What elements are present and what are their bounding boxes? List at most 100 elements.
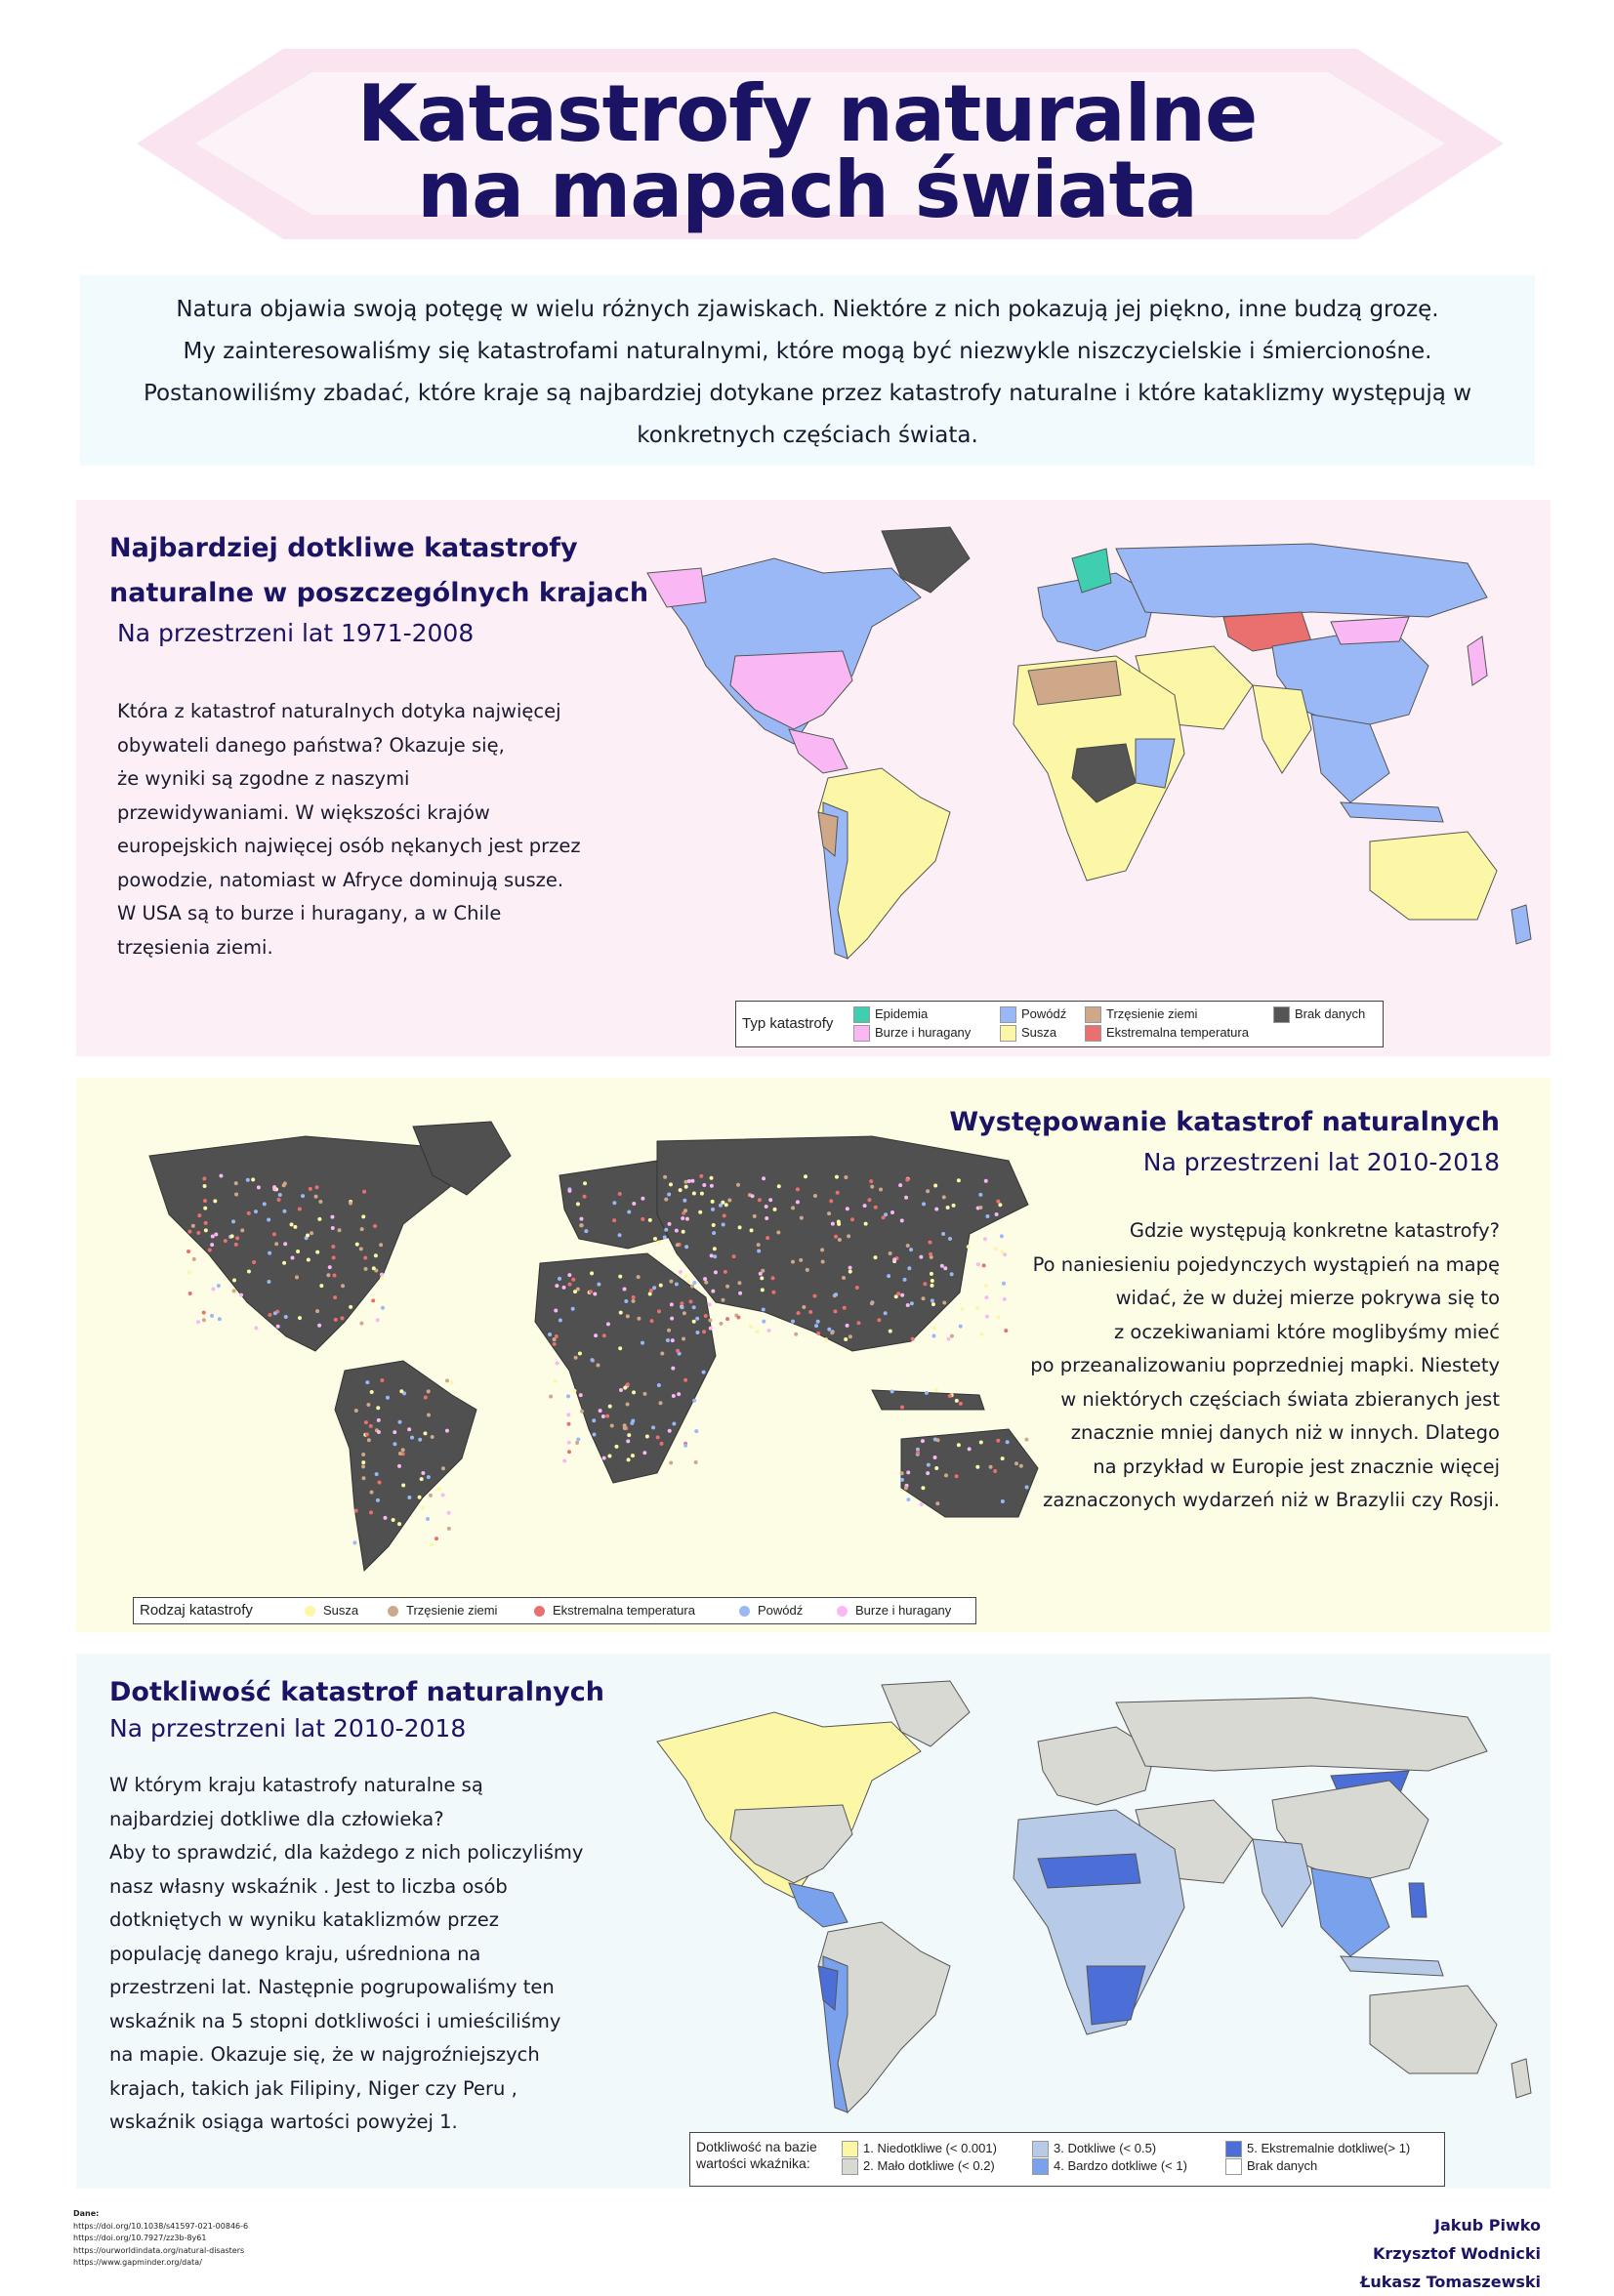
occurrence-dot	[618, 1310, 623, 1315]
source-link[interactable]: https://doi.org/10.7927/zz3b-8y61	[73, 2234, 207, 2242]
occurrence-dot	[203, 1199, 208, 1204]
occurrence-dot	[814, 1324, 819, 1329]
occurrence-dot	[905, 1177, 910, 1182]
occurrence-dot	[998, 1203, 1003, 1208]
occurrence-dot	[361, 1460, 366, 1465]
occurrence-dot	[692, 1398, 697, 1403]
legend-item: Powódź	[1000, 1006, 1066, 1024]
occurrence-dot	[361, 1476, 366, 1481]
occurrence-dot	[617, 1191, 622, 1196]
occurrence-dot	[711, 1289, 716, 1293]
legend-item: 2. Mało dotkliwe (< 0.2)	[842, 2158, 995, 2176]
occurrence-dot	[579, 1216, 584, 1221]
occurrence-dot	[362, 1189, 367, 1194]
map-peru-chile	[817, 811, 839, 858]
occurrence-dot	[421, 1505, 426, 1510]
occurrence-dot	[812, 1194, 817, 1199]
source-link[interactable]: https://ourworldindata.org/natural-disas…	[73, 2245, 245, 2255]
body-line: wskaźnik na 5 stopni dotkliwości i umieś…	[109, 2009, 561, 2032]
source-link[interactable]: https://doi.org/10.1038/s41597-021-00846…	[73, 2221, 249, 2231]
occurrence-dot	[757, 1249, 762, 1253]
occurrence-dot	[674, 1228, 679, 1233]
legend-item: Brak danych	[1225, 2158, 1317, 2176]
legend-label: 3. Dotkliwe (< 0.5)	[1054, 2141, 1157, 2155]
occurrence-dot	[683, 1198, 687, 1203]
occurrence-dot	[655, 1435, 660, 1440]
occurrence-dot	[695, 1330, 700, 1334]
occurrence-dot	[942, 1300, 947, 1305]
legend-label: Burze i huragany	[855, 1603, 952, 1618]
occurrence-dot	[770, 1276, 775, 1281]
occurrence-dot	[440, 1493, 445, 1497]
occurrence-dot	[669, 1460, 674, 1465]
occurrence-dot	[947, 1394, 952, 1399]
occurrence-dot	[667, 1192, 672, 1197]
occurrence-dot	[993, 1247, 998, 1251]
occurrence-dot	[978, 1205, 983, 1210]
occurrence-dot	[699, 1191, 704, 1196]
occurrence-dot	[830, 1221, 835, 1226]
occurrence-dot	[588, 1290, 593, 1294]
legend-item: Trzęsienie ziemi	[388, 1603, 497, 1618]
occurrence-dot	[960, 1307, 965, 1312]
occurrence-dot	[847, 1234, 851, 1239]
occurrence-dot	[994, 1211, 999, 1216]
occurrence-dot	[400, 1448, 405, 1453]
occurrence-dot	[905, 1302, 910, 1307]
occurrence-dot	[833, 1309, 838, 1314]
occurrence-dot	[397, 1463, 402, 1468]
occurrence-dot	[712, 1231, 717, 1236]
occurrence-dot	[1000, 1499, 1005, 1504]
occurrence-dot	[376, 1417, 381, 1422]
occurrence-dot	[926, 1462, 931, 1467]
occurrence-dot	[900, 1292, 905, 1297]
occurrence-dot	[683, 1377, 688, 1382]
section2-subtitle: Na przestrzeni lat 2010-2018	[1142, 1148, 1500, 1176]
occurrence-dot	[947, 1236, 952, 1241]
occurrence-dot	[240, 1228, 245, 1233]
body-line: zaznaczonych wydarzeń niż w Brazylii czy…	[1043, 1489, 1500, 1511]
occurrence-dot	[711, 1223, 716, 1228]
legend-dot	[837, 1606, 848, 1618]
intro-text: Natura objawia swoją potęgę w wielu różn…	[80, 275, 1535, 457]
map-russia	[1115, 543, 1488, 618]
occurrence-dot	[658, 1401, 663, 1406]
occurrence-dot	[283, 1242, 288, 1247]
occurrence-dot	[369, 1490, 374, 1495]
occurrence-dot	[268, 1250, 272, 1255]
occurrence-dot	[684, 1245, 689, 1250]
map-asia	[656, 1135, 1029, 1352]
intro-line-2: My zainteresowaliśmy się katastrofami na…	[183, 339, 1432, 364]
occurrence-dot	[594, 1333, 599, 1338]
occurrence-dot	[293, 1224, 298, 1229]
occurrence-dot	[975, 1262, 980, 1267]
occurrence-dot	[327, 1265, 332, 1270]
occurrence-dot	[331, 1255, 336, 1260]
occurrence-dot	[1000, 1250, 1005, 1254]
occurrence-dot	[597, 1282, 601, 1287]
occurrence-dot	[652, 1237, 657, 1242]
occurrence-dot	[407, 1427, 412, 1432]
occurrence-dot	[652, 1286, 657, 1291]
occurrence-dot	[361, 1453, 366, 1457]
occurrence-dot	[641, 1196, 645, 1201]
map-africa	[534, 1252, 717, 1484]
occurrence-dot	[446, 1510, 451, 1515]
occurrence-dot	[713, 1254, 718, 1259]
occurrence-dot	[888, 1329, 892, 1333]
occurrence-dot	[583, 1181, 588, 1186]
occurrence-dot	[667, 1328, 672, 1332]
occurrence-dot	[246, 1269, 251, 1274]
occurrence-dot	[609, 1423, 614, 1428]
map-philippines	[1408, 1882, 1428, 1918]
occurrence-dot	[272, 1311, 277, 1316]
body-line: Aby to sprawdzić, dla każdego z nich pol…	[109, 1841, 584, 1864]
occurrence-dot	[361, 1214, 366, 1219]
occurrence-dot	[683, 1443, 688, 1448]
occurrence-dot	[929, 1271, 933, 1276]
occurrence-dot	[380, 1378, 385, 1383]
legend-item: 4. Bardzo dotkliwe (< 1)	[1032, 2158, 1187, 2176]
occurrence-dot	[444, 1428, 449, 1433]
source-link[interactable]: https://www.gapminder.org/data/	[73, 2258, 202, 2267]
occurrence-dot	[795, 1187, 800, 1192]
